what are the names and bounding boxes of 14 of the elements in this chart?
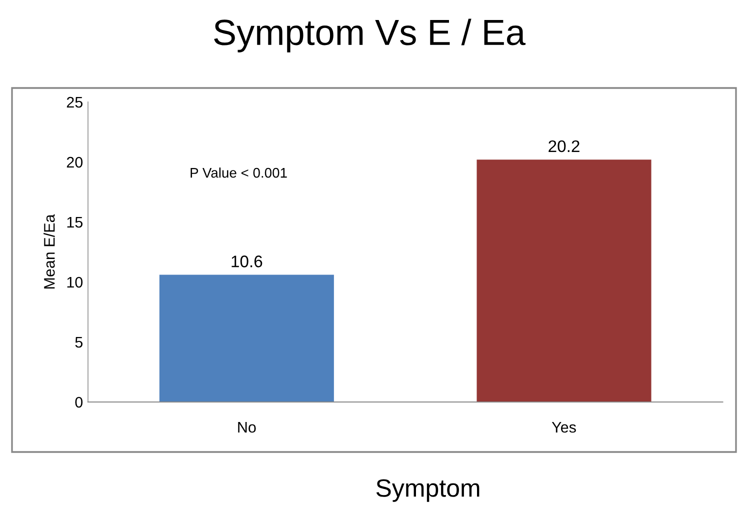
chart-title: Symptom Vs E / Ea <box>214 18 526 52</box>
x-axis-title: Symptom <box>376 479 480 502</box>
data-label: 20.2 <box>548 140 580 152</box>
y-tick-label: 5 <box>75 337 82 348</box>
y-tick-label: 15 <box>67 217 82 228</box>
y-tick-label: 10 <box>67 276 83 288</box>
annotation: P Value < 0.001 <box>190 168 287 178</box>
x-tick-label: Yes <box>552 422 576 433</box>
x-tick-label: No <box>238 422 256 433</box>
y-axis-title: Mean E/Ea <box>44 214 55 289</box>
y-tick-label: 20 <box>66 156 83 168</box>
data-label: 10.6 <box>232 256 262 268</box>
y-tick-label: 0 <box>75 396 83 408</box>
y-tick-label: 25 <box>66 96 82 108</box>
